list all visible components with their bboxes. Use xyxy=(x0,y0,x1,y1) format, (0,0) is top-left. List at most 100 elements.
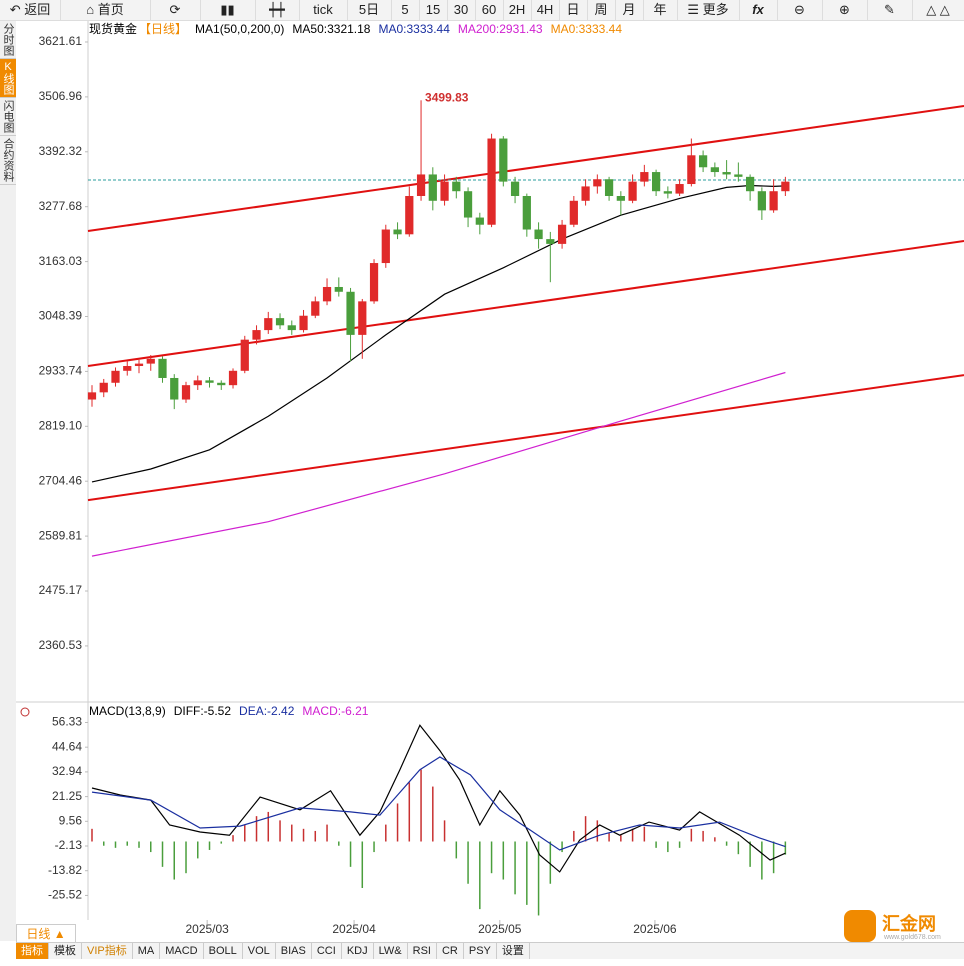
indicator-tab[interactable]: CR xyxy=(437,943,464,959)
y-tick-label: 3277.68 xyxy=(39,199,83,213)
x-tick-label: 2025/05 xyxy=(478,922,522,936)
period-selector[interactable]: 日线 ▲ xyxy=(16,924,76,944)
candle-body xyxy=(757,191,766,211)
candle-body xyxy=(546,239,555,244)
period-button[interactable]: 5日 xyxy=(347,0,392,20)
period-button[interactable]: 月 xyxy=(615,0,644,20)
candle-body xyxy=(663,191,672,194)
period-button[interactable]: 年 xyxy=(643,0,678,20)
candle-icon[interactable]: ┿┿ xyxy=(255,0,300,20)
indicator-tab[interactable]: MACD xyxy=(160,943,204,959)
sidebar-tab[interactable]: K线图 xyxy=(0,59,16,98)
period-button[interactable]: 日 xyxy=(559,0,588,20)
indicator-tab[interactable]: MA xyxy=(133,943,161,959)
refresh-button[interactable]: ⟳ xyxy=(150,0,201,20)
candle-body xyxy=(381,229,390,264)
period-button[interactable]: 60 xyxy=(475,0,504,20)
candle-body xyxy=(217,382,226,386)
candle-body xyxy=(581,186,590,201)
indicator-tab[interactable]: 指标 xyxy=(16,943,49,959)
y-tick-label: -13.82 xyxy=(48,863,82,877)
candle-body xyxy=(358,301,367,335)
y-tick-label: 21.25 xyxy=(52,789,82,803)
indicator-tab[interactable]: VOL xyxy=(243,943,276,959)
candle-body xyxy=(569,200,578,225)
candle-body xyxy=(710,167,719,173)
bar-icon[interactable]: ▮▮ xyxy=(200,0,256,20)
candle-body xyxy=(452,181,461,192)
logo-url: www.gold678.com xyxy=(884,934,941,941)
indicator-tab[interactable]: KDJ xyxy=(342,943,374,959)
indicator-tab[interactable]: CCI xyxy=(312,943,342,959)
draw-button[interactable]: ✎ xyxy=(867,0,913,20)
candle-body xyxy=(487,138,496,225)
indicator-tab[interactable]: BIAS xyxy=(276,943,312,959)
legend-period: 【日线】 xyxy=(139,22,187,36)
legend-item: DIFF:-5.52 xyxy=(174,704,232,718)
period-button[interactable]: 周 xyxy=(587,0,616,20)
period-button[interactable]: tick xyxy=(299,0,348,20)
indicator-tab[interactable]: 设置 xyxy=(497,943,530,959)
candle-body xyxy=(123,366,132,371)
macd-line xyxy=(91,724,786,873)
y-tick-label: 9.56 xyxy=(59,813,83,827)
y-tick-label: 2475.17 xyxy=(39,583,83,597)
toolbar: ↶ 返回 ⌂ 首页 ⟳ ▮▮ ┿┿ ☰ 更多 fx ⊖ ⊕ ✎ △ △ tick… xyxy=(0,0,964,21)
period-button[interactable]: 30 xyxy=(447,0,476,20)
fx-button[interactable]: fx xyxy=(739,0,778,20)
triangle-buttons[interactable]: △ △ xyxy=(912,0,964,20)
y-tick-label: 3163.03 xyxy=(39,254,83,268)
candle-body xyxy=(393,229,402,235)
candle-body xyxy=(87,392,97,400)
legend-item: DEA:-2.42 xyxy=(239,704,295,718)
more-button[interactable]: ☰ 更多 xyxy=(677,0,740,20)
y-tick-label: 3392.32 xyxy=(39,144,83,158)
y-tick-label: 2589.81 xyxy=(39,528,83,542)
period-button[interactable]: 5 xyxy=(391,0,420,20)
period-button[interactable]: 4H xyxy=(531,0,560,20)
indicator-tab[interactable]: RSI xyxy=(408,943,437,959)
legend-item: MACD:-6.21 xyxy=(302,704,368,718)
x-tick-label: 2025/03 xyxy=(185,922,229,936)
candle-body xyxy=(557,224,567,244)
candle-body xyxy=(346,291,355,335)
candle-body xyxy=(170,377,179,400)
indicator-tab[interactable]: PSY xyxy=(464,943,497,959)
legend-item: MA200:2931.43 xyxy=(458,22,543,36)
indicator-tab[interactable]: 模板 xyxy=(49,943,82,959)
home-button[interactable]: ⌂ 首页 xyxy=(60,0,151,20)
period-button[interactable]: 15 xyxy=(419,0,448,20)
trend-line xyxy=(87,240,964,367)
legend-title: MACD(13,8,9) xyxy=(89,704,166,718)
indicator-tabs: 指标 模板 VIP指标 MA MACD BOLL VOL BIAS CCI KDJ LW& RSI CR… xyxy=(16,942,964,959)
sidebar-tab[interactable]: 合约资料 xyxy=(0,136,16,185)
back-button[interactable]: ↶ 返回 xyxy=(0,0,61,20)
y-tick-label: 56.33 xyxy=(52,715,82,729)
zoom-out-button[interactable]: ⊖ xyxy=(777,0,823,20)
candle-body xyxy=(252,330,261,340)
candle-body xyxy=(463,191,473,218)
ma-line xyxy=(91,184,786,483)
candle-body xyxy=(604,179,614,196)
period-button[interactable]: 2H xyxy=(503,0,532,20)
indicator-tab[interactable]: VIP指标 xyxy=(82,943,133,959)
sidebar-tab[interactable]: 闪电图 xyxy=(0,98,16,136)
trend-line xyxy=(87,374,964,502)
candle-body xyxy=(628,181,637,201)
chart: 3621.61 3506.96 3392.32 3277.68 3163.03 3048.… xyxy=(16,21,964,936)
candle-body xyxy=(440,181,449,201)
legend-item: MA50:3321.18 xyxy=(292,22,370,36)
indicator-tab[interactable]: LW& xyxy=(374,943,408,959)
macd-panel: 56.33 44.64 32.94 21.25 9.56 -2.13 -13.82 -25.5… xyxy=(48,704,787,936)
zoom-in-button[interactable]: ⊕ xyxy=(822,0,868,20)
sidebar-tab[interactable]: 分时图 xyxy=(0,21,16,59)
y-tick-label: 2933.74 xyxy=(39,364,83,378)
candle-body xyxy=(134,363,144,367)
candle-body xyxy=(111,370,120,383)
indicator-tab[interactable]: BOLL xyxy=(204,943,243,959)
ma-line xyxy=(91,371,786,557)
candle-body xyxy=(428,174,437,201)
candle-body xyxy=(475,217,484,225)
candle-body xyxy=(534,229,543,240)
